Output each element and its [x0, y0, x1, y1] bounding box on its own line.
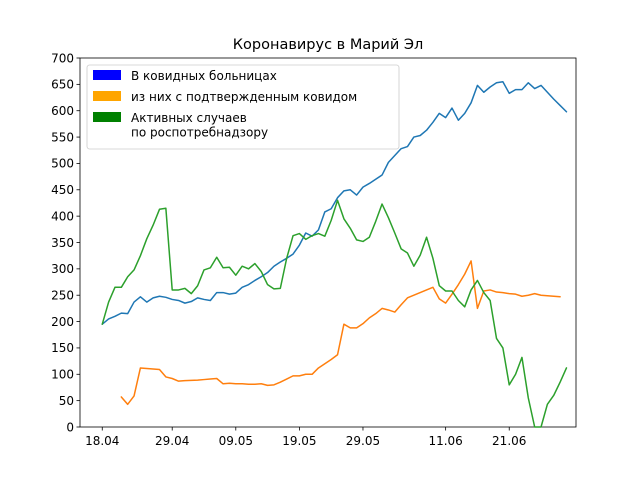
- chart-title: Коронавирус в Марий Эл: [233, 37, 424, 53]
- x-tick-label: 29.05: [346, 434, 380, 448]
- y-tick-label: 100: [51, 368, 74, 382]
- series-line-2: [120, 260, 561, 406]
- axes: 0 50 100 150 200 250 300 350 400 450 500 550 600 650 7…: [51, 51, 577, 448]
- y-tick-label: 600: [51, 104, 74, 118]
- legend-label-3: Активных случаев по роспотребнадзору: [131, 111, 268, 140]
- y-tick-label: 350: [51, 236, 74, 250]
- legend-swatch-1: [93, 70, 121, 80]
- y-tick-label: 700: [51, 51, 74, 65]
- y-tick-label: 150: [51, 341, 74, 355]
- legend-label-1: В ковидных больницах: [131, 69, 277, 83]
- x-tick-label: 19.05: [282, 434, 316, 448]
- x-tick-label: 18.04: [85, 434, 119, 448]
- legend-box: [86, 64, 400, 150]
- y-tick-label: 300: [51, 262, 74, 276]
- y-tick-label: 450: [51, 183, 74, 197]
- y-tick-label: 500: [51, 157, 74, 171]
- y-tick-label: 650: [51, 78, 74, 92]
- legend: В ковидных больницах из них с подтвержден…: [86, 64, 400, 150]
- x-tick-label: 21.06: [492, 434, 526, 448]
- legend-swatch-3: [93, 112, 121, 122]
- y-tick-label: 250: [51, 289, 74, 303]
- series-line-3: [101, 199, 568, 428]
- y-tick-label: 550: [51, 130, 74, 144]
- y-tick-label: 0: [66, 420, 74, 434]
- y-tick-label: 400: [51, 209, 74, 223]
- series-line-1: [101, 80, 568, 325]
- legend-label-2: из них с подтвержденным ковидом: [131, 90, 357, 104]
- y-tick-label: 200: [51, 315, 74, 329]
- series-lines: [101, 80, 568, 428]
- x-tick-label: 09.05: [219, 434, 253, 448]
- y-tick-label: 50: [59, 394, 74, 408]
- x-tick-label: 29.04: [155, 434, 189, 448]
- x-tick-label: 11.06: [428, 434, 462, 448]
- legend-swatch-2: [93, 91, 121, 101]
